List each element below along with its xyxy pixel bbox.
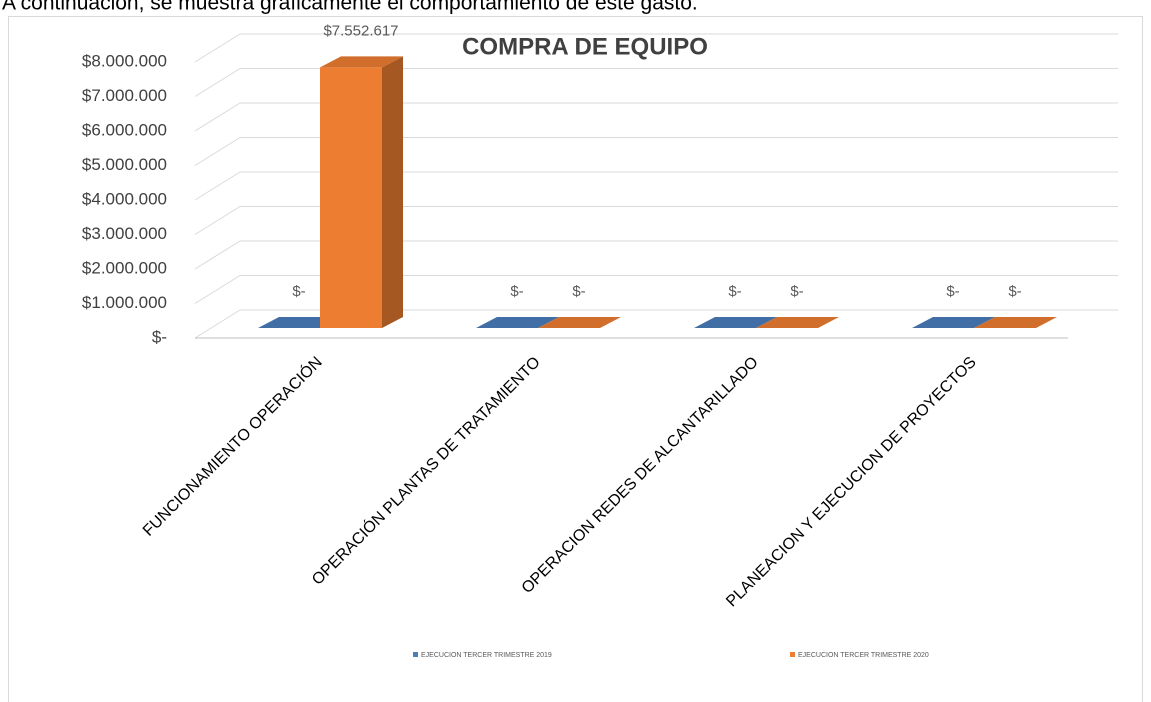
value-label: $- [728, 283, 741, 300]
y-tick-label: $4.000.000 [82, 189, 167, 208]
chart-frame [8, 16, 1143, 702]
bar-top [912, 317, 995, 328]
x-tick-label: OPERACION REDES DE ALCANTARILLADO [519, 354, 762, 597]
grid-diagonal [194, 275, 241, 304]
grid-line [194, 33, 1118, 63]
y-tick-label: $7.000.000 [82, 86, 167, 105]
bar [476, 317, 559, 328]
bar [756, 317, 839, 328]
grid-diagonal [194, 68, 241, 97]
bar-top [320, 56, 403, 68]
x-tick-label: OPERACIÓN PLANTAS DE TRATAMIENTO [308, 352, 544, 588]
y-tick-label: $1.000.000 [82, 293, 167, 312]
bar-side [382, 56, 403, 328]
y-tick-label: $8.000.000 [82, 51, 167, 70]
bar [974, 317, 1057, 328]
legend-label: EJECUCION TERCER TRIMESTRE 2019 [421, 652, 552, 659]
y-tick-label: $2.000.000 [82, 258, 167, 277]
y-tick-label: $6.000.000 [82, 120, 167, 139]
intro-text: A continuación, se muestra gráficamente … [2, 0, 698, 15]
x-tick-label: PLANEACION Y EJECUCION DE PROYECTOS [723, 354, 980, 611]
grid-diagonal [194, 309, 241, 339]
bar-top [538, 317, 621, 328]
value-label: $- [510, 283, 523, 300]
y-tick-label: $- [152, 327, 167, 346]
value-label: $- [292, 283, 305, 300]
value-label: $- [946, 283, 959, 300]
bar [912, 317, 995, 328]
y-tick-label: $3.000.000 [82, 224, 167, 243]
legend-swatch [413, 652, 418, 657]
value-label: $- [790, 283, 803, 300]
grid-diagonal [194, 33, 241, 63]
legend-label: EJECUCION TERCER TRIMESTRE 2020 [798, 652, 929, 659]
grid-diagonal [194, 171, 241, 201]
bar [320, 56, 403, 328]
bar [538, 317, 621, 328]
legend-swatch [790, 652, 795, 657]
grid-diagonal [194, 240, 241, 270]
bar-front [320, 67, 382, 328]
bar-top [694, 317, 777, 328]
bar-top [476, 317, 559, 328]
value-label: $- [572, 283, 585, 300]
bar-top [974, 317, 1057, 328]
bar [694, 317, 777, 328]
grid-diagonal [194, 102, 241, 132]
grid-diagonal [194, 137, 241, 166]
bar-top [756, 317, 839, 328]
x-tick-label: FUNCIONAMIENTO OPERACIÓN [138, 352, 325, 539]
value-label: $- [1008, 283, 1021, 300]
chart-title: COMPRA DE EQUIPO [462, 33, 708, 60]
grid-diagonal [194, 206, 241, 235]
value-label: $7.552.617 [323, 22, 398, 39]
y-tick-label: $5.000.000 [82, 155, 167, 174]
